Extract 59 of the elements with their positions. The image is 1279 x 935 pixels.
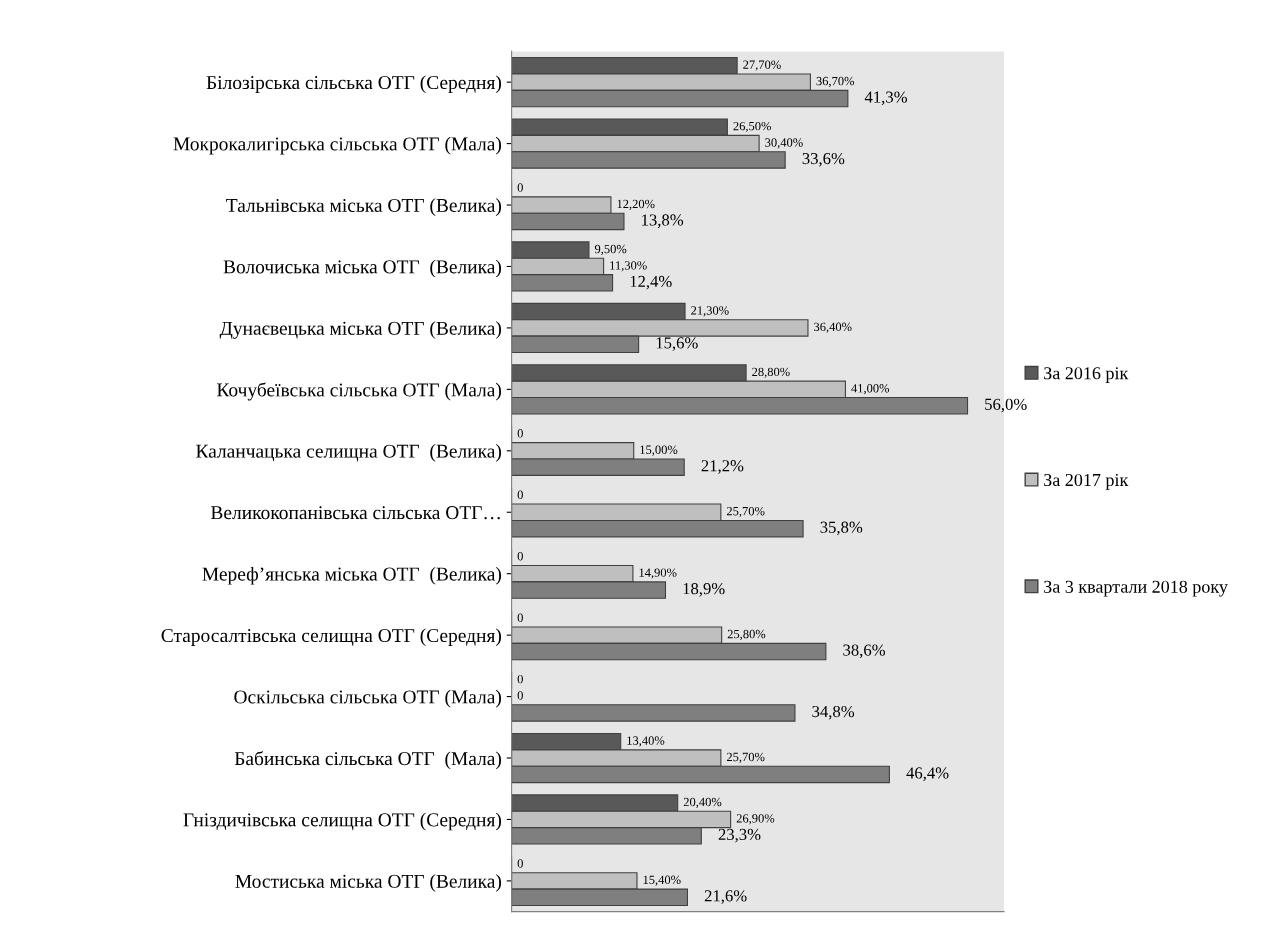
data-label: 21,2%: [701, 460, 744, 474]
y-tick-label: Кочубеївська сільська ОТГ (Мала): [216, 382, 502, 401]
data-label: 41,00%: [851, 384, 890, 395]
y-tick-label: Великокопанівська сільська ОТГ…: [210, 506, 500, 520]
data-label: 0: [517, 613, 523, 622]
data-label: 12,20%: [617, 199, 655, 210]
data-label: 21,6%: [704, 890, 747, 904]
data-label: 21,30%: [691, 306, 729, 317]
legend-label: За 2016 рік: [1044, 367, 1129, 383]
data-label: 38,6%: [843, 644, 886, 659]
data-label: 25,80%: [727, 629, 766, 641]
data-label: 18,9%: [683, 583, 725, 597]
y-tick-label: Тальнівська міська ОТГ (Велика): [226, 198, 502, 216]
y-tick-label: Мостиська міська ОТГ (Велика): [235, 874, 502, 892]
data-label: 15,6%: [656, 337, 698, 351]
data-label: 15,40%: [643, 875, 681, 886]
data-label: 41,3%: [864, 91, 907, 106]
y-tick-label: Гніздичівська селищна ОТГ (Середня): [183, 812, 502, 831]
data-label: 33,6%: [802, 152, 845, 167]
data-label: 26,50%: [733, 121, 772, 133]
data-label: 0: [517, 429, 523, 438]
data-label: 9,50%: [594, 244, 627, 256]
data-label: 27,70%: [743, 60, 781, 71]
data-label: 15,00%: [640, 445, 678, 456]
data-label: 13,40%: [627, 736, 665, 747]
legend-label: За 3 квартали 2018 року: [1044, 580, 1228, 597]
legend-label: За 2017 рік: [1044, 473, 1129, 490]
y-tick-label: Дунаєвецька міська ОТГ (Велика): [219, 321, 502, 339]
data-label: 26,90%: [736, 814, 775, 825]
data-label: 23,3%: [718, 828, 761, 843]
data-label: 34,8%: [812, 705, 855, 720]
y-tick-label: Оскільська сільська ОТГ (Мала): [234, 689, 502, 708]
data-label: 0: [517, 674, 523, 684]
data-label: 25,70%: [726, 506, 765, 518]
y-tick-label: Мереф’янська міська ОТГ (Велика): [202, 566, 502, 585]
data-label: 14,90%: [639, 568, 677, 579]
y-tick-label: Каланчацька селищна ОТГ (Велика): [196, 444, 502, 462]
data-label: 36,70%: [816, 76, 855, 88]
y-tick-label: Старосалтівська селищна ОТГ (Середня): [161, 628, 502, 647]
data-label: 13,8%: [642, 214, 684, 228]
data-label: 0: [517, 552, 523, 561]
y-tick-label: Волочиська міська ОТГ (Велика): [223, 259, 502, 278]
data-label: 0: [517, 691, 523, 700]
data-label: 30,40%: [765, 138, 803, 149]
data-label: 56,0%: [985, 398, 1027, 413]
data-label: 12,4%: [630, 275, 672, 290]
data-label: 0: [517, 859, 523, 868]
data-label: 46,4%: [906, 767, 949, 781]
data-label: 28,80%: [752, 367, 790, 378]
data-label: 25,70%: [726, 752, 765, 763]
data-label: 35,8%: [820, 521, 863, 536]
y-tick-label: Білозірська сільська ОТГ (Середня): [206, 75, 502, 94]
data-label: 36,40%: [814, 322, 852, 333]
y-tick-label: Мокрокалигірська сільська ОТГ (Мала): [173, 136, 502, 155]
data-label: 11,30%: [610, 261, 647, 272]
data-label: 0: [517, 183, 523, 192]
data-label: 20,40%: [683, 797, 722, 808]
y-tick-label: Бабинська сільська ОТГ (Мала): [234, 751, 502, 770]
data-label: 0: [517, 490, 523, 499]
